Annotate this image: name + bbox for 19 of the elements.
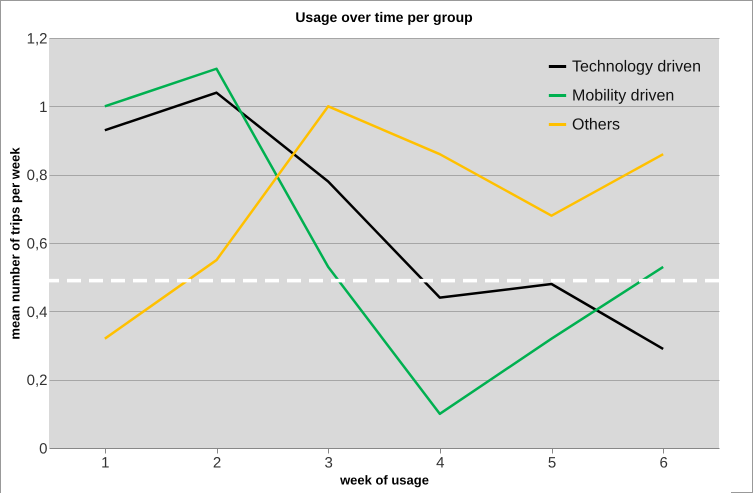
x-tick-label: 5	[548, 454, 556, 472]
y-tick-label: 0,6	[26, 236, 48, 252]
y-tick-label: 0,8	[26, 167, 48, 184]
x-tick-label: 3	[324, 454, 333, 472]
y-tick-label: 0,4	[26, 304, 48, 321]
y-tick-label: 0,2	[26, 372, 48, 390]
x-tick-label: 4	[436, 454, 445, 472]
chart-title: Usage over time per group	[295, 9, 473, 25]
y-axis-title: mean number of trips per week	[8, 146, 23, 340]
y-tick-label: 1	[39, 98, 48, 116]
legend-label: Mobility driven	[572, 88, 674, 104]
y-tick-label: 1,2	[26, 30, 48, 48]
legend-label: Technology driven	[572, 58, 701, 76]
x-axis-title: week of usage	[339, 472, 429, 488]
x-tick-label: 1	[101, 454, 110, 472]
x-tick-label: 6	[659, 454, 668, 472]
y-tick-label: 0	[39, 440, 48, 458]
x-tick-label: 2	[212, 454, 222, 472]
legend-label: Others	[572, 116, 620, 134]
